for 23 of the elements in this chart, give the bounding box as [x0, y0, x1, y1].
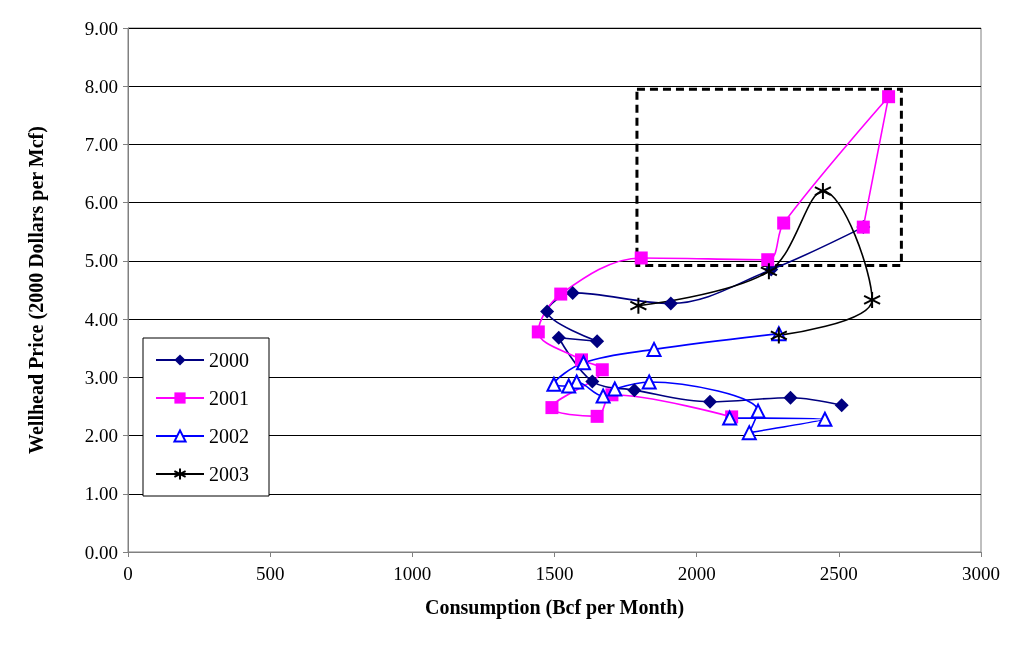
x-tick-label: 2500 — [819, 563, 858, 584]
x-tick-label: 3000 — [962, 563, 1000, 584]
x-tick-label: 1000 — [393, 563, 432, 584]
y-tick-label: 6.00 — [84, 192, 118, 214]
x-axis-title: Consumption (Bcf per Month) — [424, 596, 685, 619]
x-tick-label: 500 — [255, 563, 285, 584]
y-tick-label: 2.00 — [84, 425, 118, 447]
y-tick-label: 5.00 — [84, 250, 118, 272]
legend-label: 2003 — [209, 463, 249, 485]
legend-label: 2002 — [209, 425, 249, 447]
x-tick-label: 1500 — [535, 563, 574, 584]
y-tick-label: 1.00 — [84, 483, 118, 505]
y-tick-label: 4.00 — [84, 308, 118, 330]
legend-label: 2001 — [209, 387, 249, 409]
legend-label: 2000 — [209, 349, 249, 371]
y-tick-label: 3.00 — [84, 366, 118, 388]
y-tick-label: 9.00 — [84, 17, 118, 39]
y-tick-label: 0.00 — [84, 541, 118, 563]
x-tick-label: 2000 — [677, 563, 716, 584]
y-axis-title: Wellhead Price (2000 Dollars per Mcf) — [25, 126, 48, 454]
y-tick-label: 7.00 — [84, 133, 118, 155]
x-tick-label: 0 — [123, 563, 133, 584]
y-tick-label: 8.00 — [84, 75, 118, 97]
